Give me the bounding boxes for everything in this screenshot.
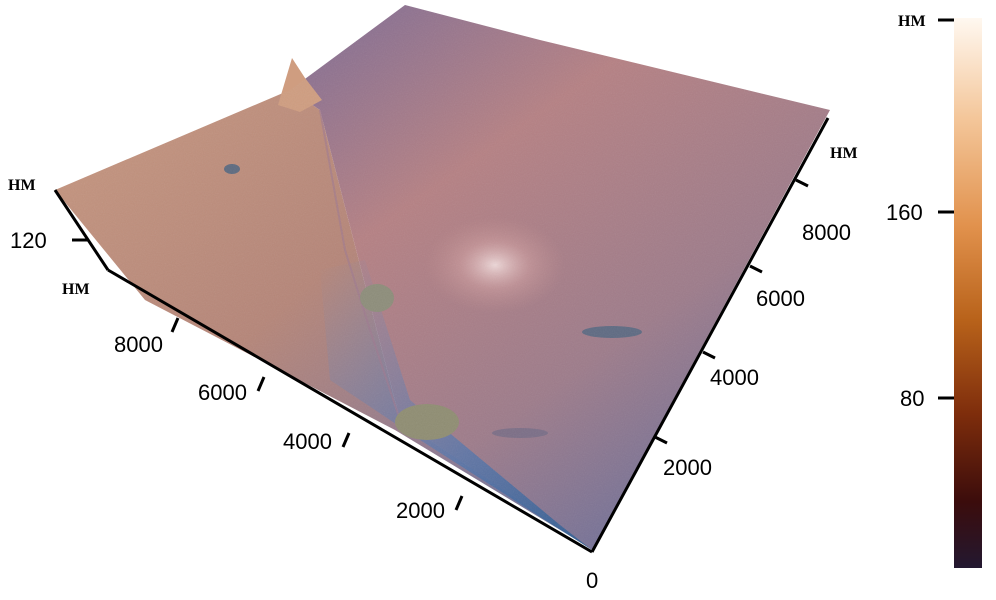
y-axis: 0 2000 4000 6000 8000 HM [586, 117, 858, 593]
x-axis-tick: 8000 [114, 332, 163, 357]
x-axis-unit: HM [62, 281, 90, 298]
colorbar-unit: HM [898, 13, 926, 30]
x-axis-tick: 4000 [283, 429, 332, 454]
y-axis-tick: 6000 [756, 286, 805, 311]
x-axis-tick: 2000 [396, 498, 445, 523]
z-axis-tick: 120 [10, 228, 47, 253]
y-axis-unit: HM [830, 145, 858, 162]
x-axis: 8000 6000 4000 2000 [107, 268, 593, 554]
surface [55, 5, 830, 550]
colorbar-tick: 80 [900, 386, 924, 411]
y-axis-tick: 8000 [802, 220, 851, 245]
x-axis-tick: 6000 [198, 380, 247, 405]
colorbar: HM 160 80 [886, 13, 982, 568]
z-axis-unit: HM [8, 177, 36, 194]
colorbar-tick: 160 [886, 200, 923, 225]
y-axis-tick: 0 [586, 568, 598, 593]
y-axis-tick: 4000 [710, 365, 759, 390]
y-axis-tick: 2000 [663, 455, 712, 480]
z-axis: HM 120 HM [8, 177, 110, 298]
colorbar-gradient [954, 18, 982, 568]
